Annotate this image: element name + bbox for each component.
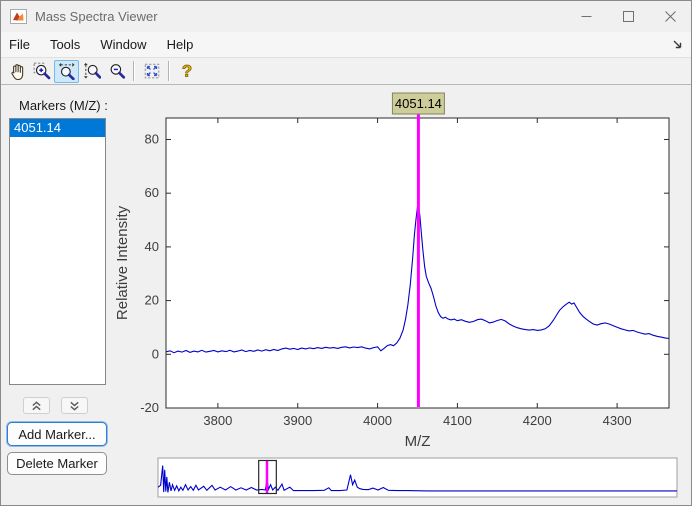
reset-view-tool-button[interactable] — [139, 60, 164, 83]
y-tick-label: 40 — [145, 239, 159, 254]
marker-flag-label: 4051.14 — [395, 96, 442, 111]
x-axis-label: M/Z — [405, 433, 431, 450]
chart-panel: 3800 3900 4000 4100 4200 4300 -20 0 20 40 60 80 M/Z R… — [113, 85, 691, 505]
y-tick-label: 60 — [145, 185, 159, 200]
y-axis-label: Relative Intensity — [114, 205, 131, 320]
maximize-button[interactable] — [607, 1, 649, 32]
x-tick-label: 4200 — [523, 413, 552, 428]
double-chevron-up-icon — [32, 400, 41, 410]
title-bar: Mass Spectra Viewer — [1, 1, 691, 32]
marker-list-item[interactable]: 4051.14 — [10, 119, 105, 137]
toolbar-separator — [133, 61, 135, 81]
spectrum-chart: 3800 3900 4000 4100 4200 4300 -20 0 20 40 60 80 M/Z R… — [114, 92, 678, 498]
close-button[interactable] — [649, 1, 691, 32]
toolbar-separator — [168, 61, 170, 81]
double-chevron-down-icon — [70, 401, 79, 411]
matlab-figure-icon — [10, 9, 27, 24]
zoom-y-tool-button[interactable] — [79, 60, 104, 83]
markers-label: Markers (M/Z) : — [19, 98, 108, 113]
spectrum-line — [165, 203, 670, 354]
navigator-selection-box[interactable] — [258, 459, 277, 495]
svg-text:?: ? — [181, 62, 191, 80]
menu-bar: File Tools Window Help — [1, 32, 691, 58]
zoom-out-tool-button[interactable] — [104, 60, 129, 83]
y-tick-label: 20 — [145, 293, 159, 308]
y-tick-label: -20 — [140, 400, 159, 415]
y-tick-label: 0 — [152, 346, 159, 361]
x-tick-label: 4300 — [603, 413, 632, 428]
menu-item-help[interactable]: Help — [166, 37, 194, 52]
add-marker-button[interactable]: Add Marker... — [7, 422, 107, 446]
delete-marker-button[interactable]: Delete Marker — [7, 452, 107, 475]
window-title: Mass Spectra Viewer — [35, 9, 158, 24]
x-tick-label: 3900 — [283, 413, 312, 428]
x-tick-label: 4100 — [443, 413, 472, 428]
y-tick-label: 80 — [145, 131, 159, 146]
toolbar: ? — [1, 58, 691, 85]
menu-item-window[interactable]: Window — [100, 37, 147, 52]
markers-listbox[interactable]: 4051.14 — [9, 118, 106, 385]
scroll-up-button[interactable] — [23, 397, 50, 414]
x-tick-label: 3800 — [203, 413, 232, 428]
scroll-down-button[interactable] — [61, 397, 88, 414]
help-tool-button[interactable]: ? — [174, 60, 199, 83]
marker-flag — [391, 92, 445, 115]
menu-item-tools[interactable]: Tools — [49, 37, 81, 52]
dock-arrow-icon[interactable] — [671, 38, 684, 51]
minimize-button[interactable] — [565, 1, 607, 32]
zoom-in-tool-button[interactable] — [29, 60, 54, 83]
x-tick-label: 4000 — [363, 413, 392, 428]
menu-item-file[interactable]: File — [9, 37, 30, 52]
pan-tool-button[interactable] — [4, 60, 29, 83]
zoom-x-tool-button[interactable] — [54, 59, 79, 83]
